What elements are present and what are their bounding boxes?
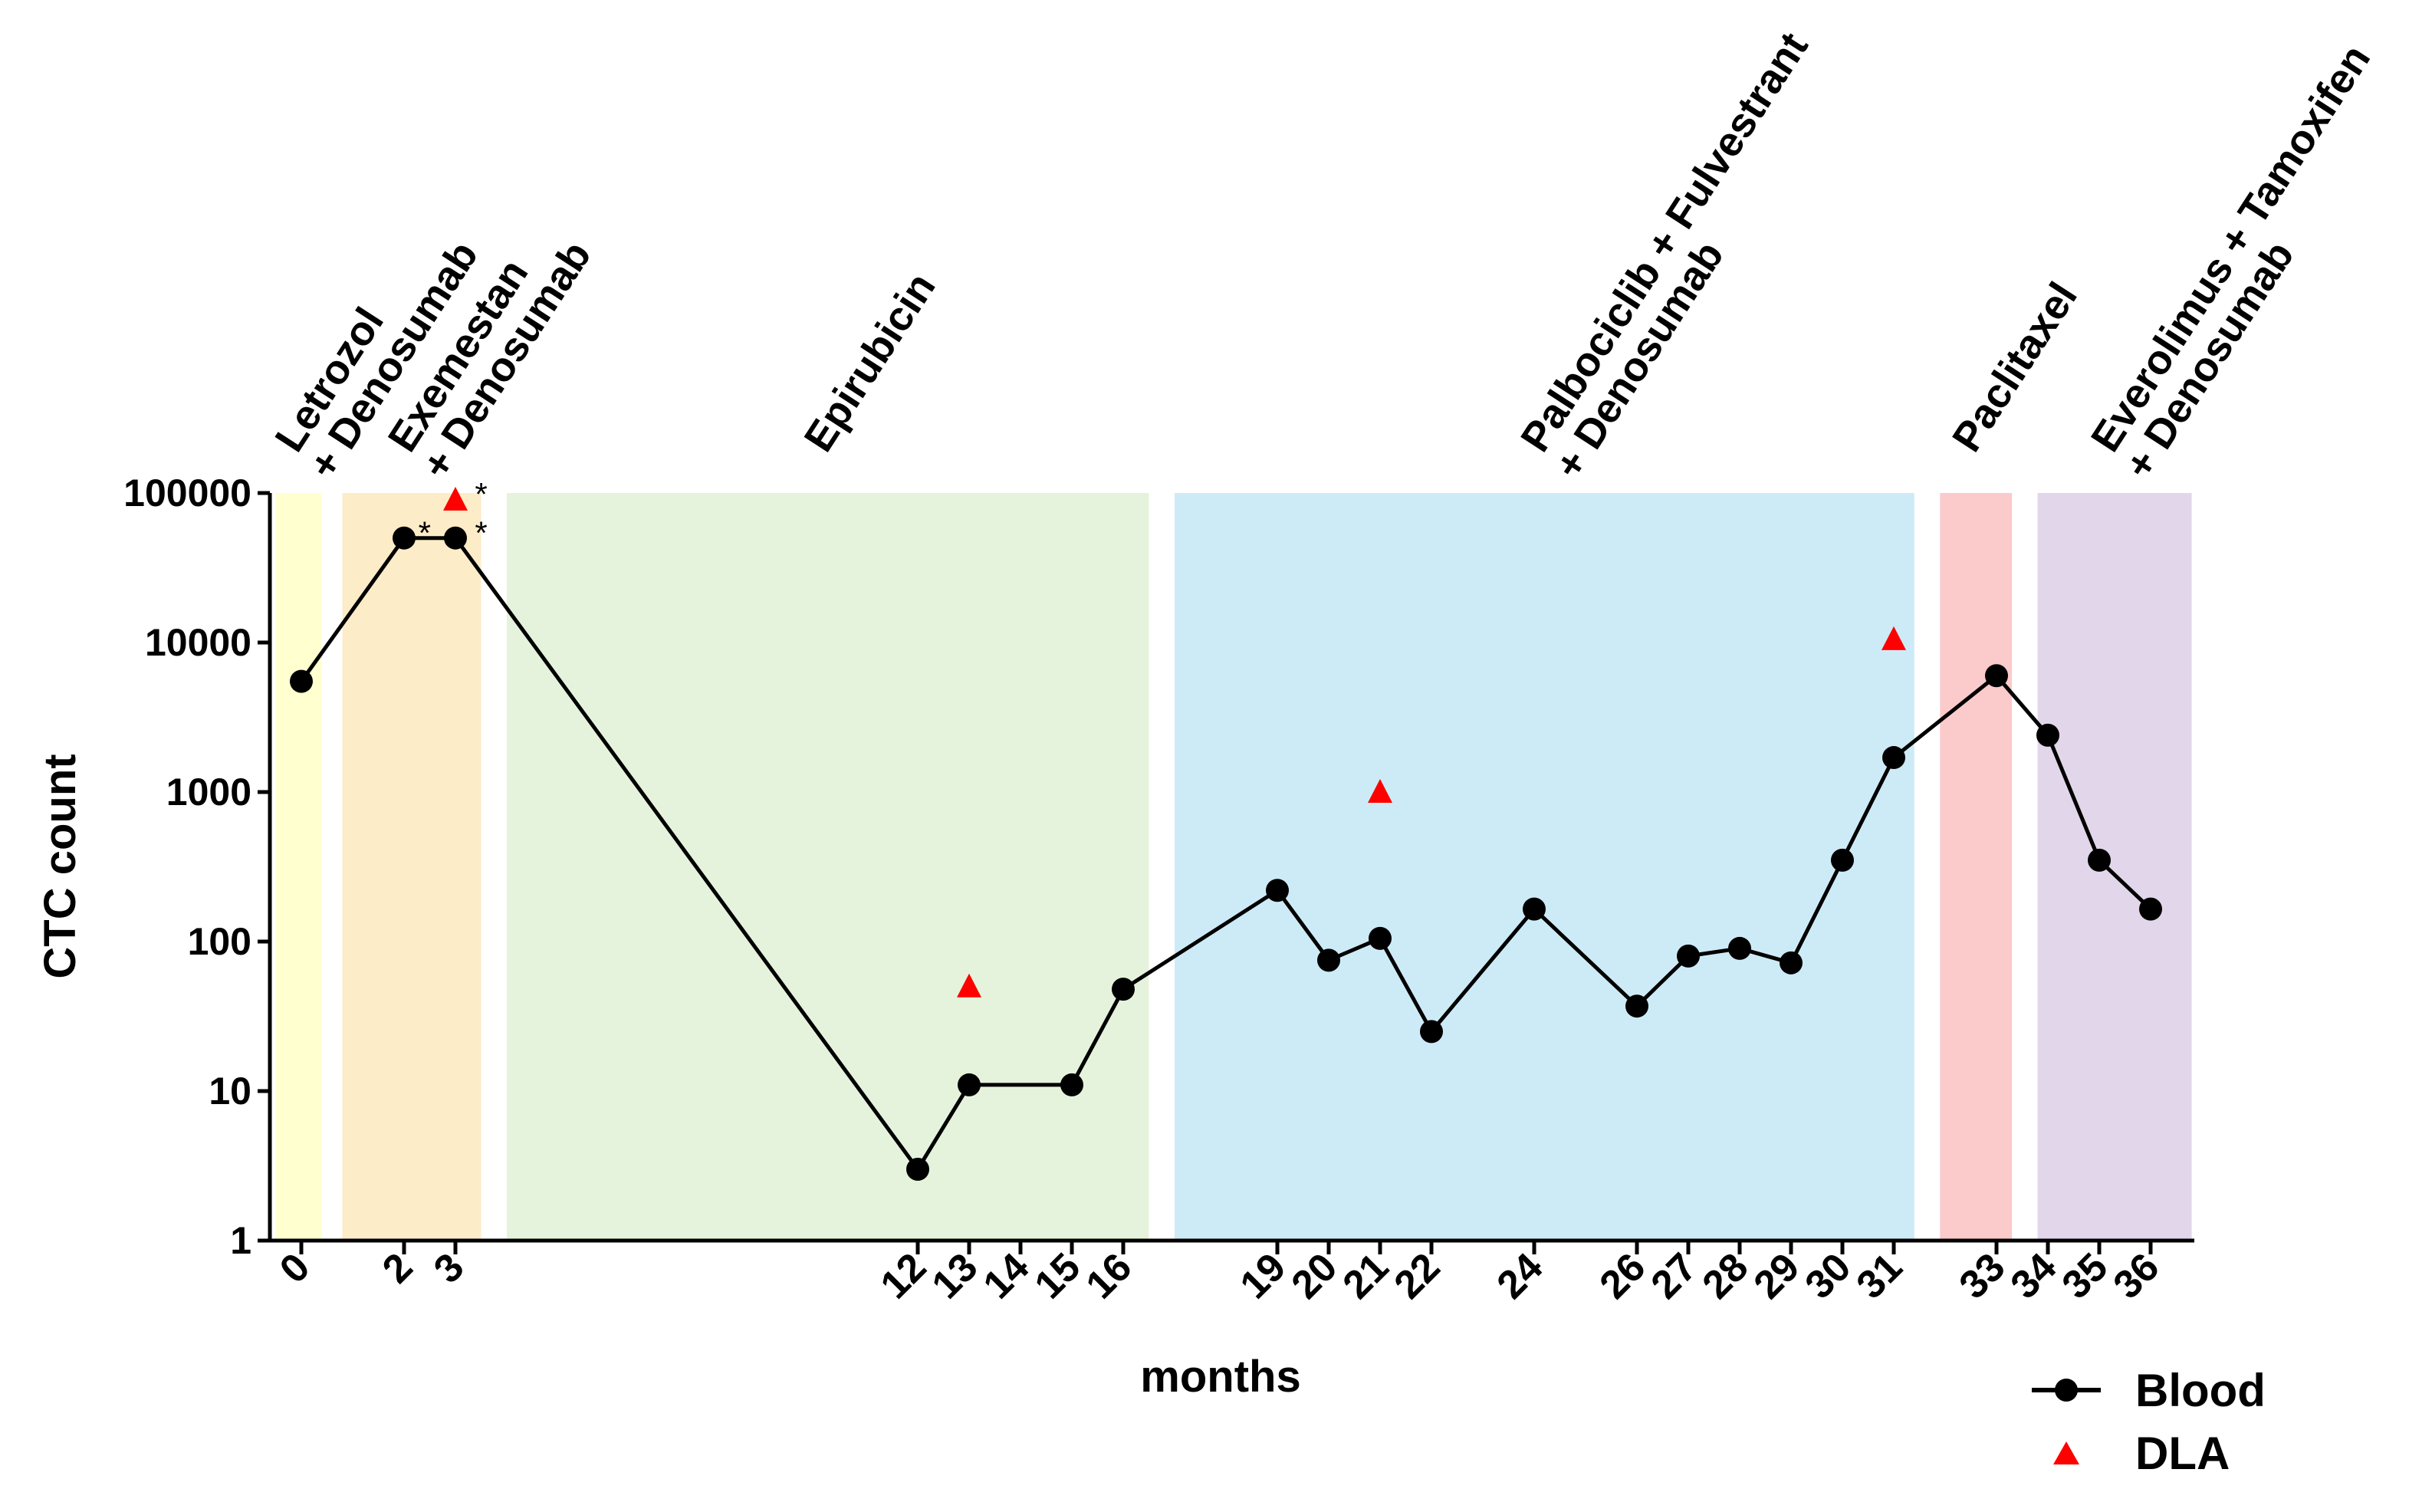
blood-point — [1266, 879, 1289, 902]
blood-point — [1317, 948, 1340, 972]
legend-blood-label: Blood — [2135, 1365, 2266, 1416]
dla-point — [443, 486, 468, 511]
y-ticks: 1 10 100 1000 10000 100000 — [123, 472, 270, 1262]
treatment-label-line1: Everolimus + Tamoxifen — [2082, 37, 2379, 460]
treatment-band — [507, 493, 1149, 1241]
legend-blood-marker — [2055, 1379, 2078, 1402]
treatment-bands — [275, 493, 2192, 1241]
x-tick-label: 24 — [1489, 1244, 1552, 1307]
x-tick-label: 22 — [1386, 1244, 1449, 1307]
blood-point — [1112, 978, 1135, 1001]
treatment-band — [275, 493, 322, 1241]
treatment-label-line1: Epirubicin — [795, 265, 944, 459]
y-tick-label: 1000 — [166, 771, 251, 814]
x-tick-label: 2 — [374, 1244, 421, 1291]
y-tick-label: 1 — [230, 1219, 251, 1262]
significance-star: * — [475, 515, 487, 551]
y-tick-label: 100000 — [123, 472, 251, 514]
dla-series — [443, 486, 1906, 998]
blood-point — [1882, 746, 1905, 770]
treatment-label: Everolimus + Tamoxifen+ Denosumab — [2082, 37, 2379, 487]
x-tick-label: 36 — [2105, 1244, 2168, 1307]
blood-point — [2036, 723, 2059, 747]
y-tick-label: 100 — [188, 920, 251, 963]
blood-point — [1420, 1020, 1443, 1044]
treatment-band — [342, 493, 481, 1241]
blood-point — [1369, 926, 1392, 950]
axes — [268, 493, 2194, 1243]
y-axis-title: CTC count — [35, 754, 85, 978]
x-tick-label: 31 — [1849, 1244, 1911, 1307]
blood-point — [1985, 664, 2008, 688]
blood-line — [299, 536, 2152, 1172]
blood-point — [444, 526, 467, 550]
blood-point — [1831, 848, 1854, 872]
treatment-label-line1: Paclitaxel — [1944, 274, 2086, 460]
treatment-band — [1940, 493, 2013, 1241]
x-tick-label: 0 — [271, 1244, 318, 1291]
blood-point — [1780, 951, 1803, 975]
blood-point — [2088, 848, 2111, 872]
blood-point — [1677, 944, 1700, 968]
blood-point — [1523, 897, 1546, 921]
significance-star: * — [419, 515, 431, 551]
y-tick-label: 10 — [209, 1070, 251, 1113]
x-axis-title: months — [1140, 1352, 1300, 1402]
legend-dla-label: DLA — [2135, 1428, 2230, 1479]
significance-star: * — [475, 476, 487, 512]
blood-point — [1625, 994, 1648, 1018]
x-tick-label: 16 — [1078, 1244, 1141, 1307]
treatment-band — [1175, 493, 1914, 1241]
blood-point — [290, 669, 313, 693]
treatment-label-line1: Palbociclib + Fulvestrant — [1512, 25, 1817, 460]
blood-point — [1728, 936, 1751, 960]
legend-dla-marker — [2053, 1441, 2079, 1464]
treatment-label: Epirubicin — [795, 265, 944, 459]
blood-point — [2139, 897, 2162, 921]
annotations: *** — [419, 476, 488, 551]
y-tick-label: 10000 — [145, 621, 251, 664]
treatment-band — [2037, 493, 2192, 1241]
treatment-label: Paclitaxel — [1944, 274, 2086, 460]
blood-point — [393, 526, 416, 550]
blood-point — [958, 1073, 981, 1096]
blood-point — [1060, 1073, 1083, 1096]
legend: Blood DLA — [2032, 1365, 2266, 1479]
treatment-label: Palbociclib + Fulvestrant+ Denosumab — [1512, 25, 1817, 487]
dla-point — [1368, 779, 1392, 803]
x-tick-label: 3 — [426, 1244, 472, 1291]
blood-series — [290, 526, 2162, 1181]
blood-point — [906, 1157, 929, 1181]
dla-point — [1882, 626, 1906, 650]
dla-point — [957, 973, 981, 998]
